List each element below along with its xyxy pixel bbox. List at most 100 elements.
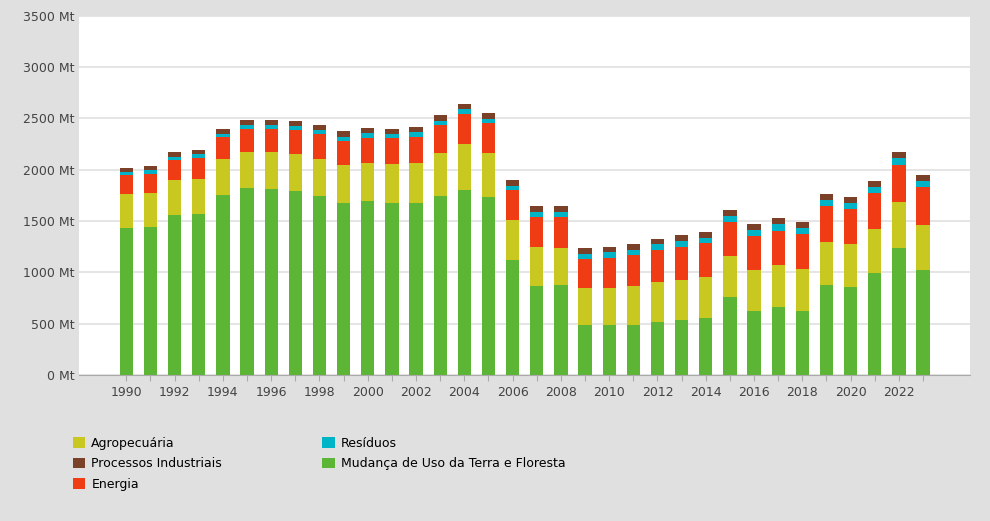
Bar [337, 141, 350, 165]
Legend: Agropecuária, Processos Industriais, Energia, Resíduos, Mudança de Uso da Terra : Agropecuária, Processos Industriais, Ene… [67, 432, 570, 495]
Bar [724, 216, 737, 222]
Bar [554, 217, 567, 248]
Bar [892, 165, 906, 202]
Bar [506, 220, 520, 260]
Bar [506, 185, 520, 191]
Bar [385, 134, 399, 139]
Bar [603, 257, 616, 288]
Bar [168, 157, 181, 160]
Bar [771, 307, 785, 375]
Bar [168, 153, 181, 157]
Bar [603, 247, 616, 252]
Bar [361, 138, 374, 163]
Bar [892, 248, 906, 375]
Bar [820, 242, 834, 285]
Bar [554, 248, 567, 285]
Bar [457, 190, 471, 375]
Bar [313, 159, 326, 196]
Bar [457, 109, 471, 114]
Bar [724, 210, 737, 216]
Bar [241, 129, 253, 152]
Bar [747, 270, 760, 312]
Bar [410, 137, 423, 163]
Bar [627, 244, 640, 250]
Bar [844, 244, 857, 287]
Bar [554, 285, 567, 375]
Bar [868, 229, 881, 274]
Bar [650, 250, 664, 282]
Bar [410, 203, 423, 375]
Bar [844, 203, 857, 209]
Bar [361, 163, 374, 201]
Bar [482, 119, 495, 123]
Bar [337, 137, 350, 141]
Bar [675, 241, 688, 246]
Bar [385, 129, 399, 134]
Bar [168, 160, 181, 180]
Bar [796, 228, 809, 234]
Bar [144, 193, 157, 227]
Bar [192, 150, 205, 154]
Bar [578, 288, 592, 325]
Bar [337, 131, 350, 137]
Bar [650, 321, 664, 375]
Bar [482, 197, 495, 375]
Bar [241, 188, 253, 375]
Bar [917, 270, 930, 375]
Bar [434, 153, 446, 196]
Bar [796, 269, 809, 312]
Bar [868, 187, 881, 193]
Bar [578, 259, 592, 288]
Bar [892, 202, 906, 248]
Bar [216, 129, 230, 134]
Bar [457, 104, 471, 109]
Bar [313, 196, 326, 375]
Bar [603, 288, 616, 325]
Bar [699, 318, 713, 375]
Bar [434, 126, 446, 153]
Bar [868, 181, 881, 187]
Bar [361, 128, 374, 133]
Bar [892, 152, 906, 158]
Bar [844, 287, 857, 375]
Bar [699, 243, 713, 277]
Bar [192, 214, 205, 375]
Bar [216, 134, 230, 138]
Bar [820, 200, 834, 206]
Bar [264, 152, 278, 189]
Bar [917, 175, 930, 181]
Bar [530, 213, 544, 217]
Bar [337, 203, 350, 375]
Bar [650, 244, 664, 250]
Bar [699, 232, 713, 238]
Bar [168, 215, 181, 375]
Bar [264, 125, 278, 129]
Bar [724, 256, 737, 297]
Bar [289, 191, 302, 375]
Bar [603, 325, 616, 375]
Bar [650, 282, 664, 321]
Bar [506, 191, 520, 220]
Bar [820, 285, 834, 375]
Bar [385, 164, 399, 203]
Bar [747, 236, 760, 270]
Bar [844, 209, 857, 244]
Bar [771, 265, 785, 307]
Bar [289, 126, 302, 130]
Bar [650, 239, 664, 244]
Bar [385, 203, 399, 375]
Bar [264, 189, 278, 375]
Bar [747, 230, 760, 236]
Bar [844, 197, 857, 203]
Bar [313, 126, 326, 130]
Bar [530, 217, 544, 247]
Bar [264, 129, 278, 152]
Bar [747, 224, 760, 230]
Bar [313, 130, 326, 134]
Bar [917, 225, 930, 270]
Bar [530, 247, 544, 286]
Bar [289, 130, 302, 154]
Bar [530, 206, 544, 213]
Bar [434, 121, 446, 126]
Bar [361, 201, 374, 375]
